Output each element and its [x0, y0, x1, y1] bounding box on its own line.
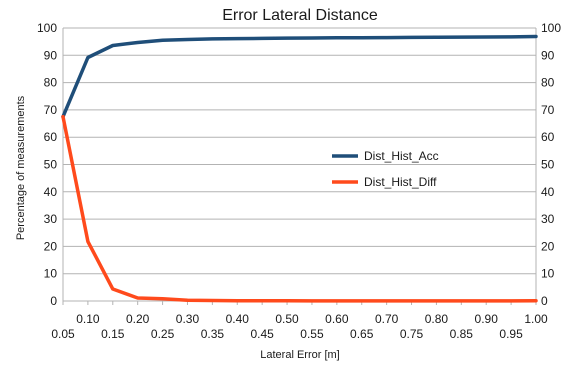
- x-tick-label: 0.55: [300, 327, 324, 341]
- y-tick-label-left: 80: [44, 76, 58, 90]
- tick-labels: 0 0 10 10 20 20 30 30 40 40 50 50 60 60 70 70 80 80 90 90 10…: [37, 21, 561, 341]
- y-tick-label-left: 60: [44, 130, 58, 144]
- x-tick-label: 0.30: [176, 312, 200, 326]
- x-tick-label: 0.35: [201, 327, 225, 341]
- y-tick-label-right: 50: [541, 158, 555, 172]
- x-tick-label: 0.95: [499, 327, 523, 341]
- x-tick-label: 0.25: [151, 327, 175, 341]
- x-tick-label: 0.15: [101, 327, 125, 341]
- y-tick-label-right: 60: [541, 130, 555, 144]
- y-axis-label: Percentage of measurements: [15, 95, 27, 240]
- series-layer: [61, 34, 538, 303]
- y-tick-label-left: 100: [37, 21, 57, 35]
- series-line-dist-hist-acc: [61, 34, 538, 119]
- gridlines: [63, 27, 536, 302]
- x-tick-label: 0.65: [350, 327, 374, 341]
- x-tick-label: 0.70: [375, 312, 399, 326]
- x-tick-label: 0.90: [475, 312, 499, 326]
- x-tick-label: 0.40: [226, 312, 250, 326]
- x-tick-label: 0.50: [275, 312, 299, 326]
- y-tick-label-left: 30: [44, 212, 58, 226]
- y-tick-label-left: 10: [44, 267, 58, 281]
- chart-title: Error Lateral Distance: [222, 7, 378, 24]
- x-tick-label: 0.60: [325, 312, 349, 326]
- y-tick-label-right: 30: [541, 212, 555, 226]
- x-tick-label: 0.10: [76, 312, 100, 326]
- y-tick-label-right: 80: [541, 76, 555, 90]
- x-tick-label: 0.05: [51, 327, 75, 341]
- y-tick-label-right: 70: [541, 103, 555, 117]
- y-tick-label-right: 10: [541, 267, 555, 281]
- y-tick-label-left: 0: [50, 294, 57, 308]
- x-tick-label: 1.00: [524, 312, 548, 326]
- y-tick-label-left: 70: [44, 103, 58, 117]
- y-tick-label-right: 20: [541, 239, 555, 253]
- y-tick-label-left: 40: [44, 185, 58, 199]
- x-tick-label: 0.80: [425, 312, 449, 326]
- legend-label-dist-hist-acc: Dist_Hist_Acc: [364, 149, 439, 163]
- x-axis-label: Lateral Error [m]: [260, 349, 339, 361]
- series-line-dist-hist-diff: [61, 114, 538, 303]
- x-tick-label: 0.20: [126, 312, 150, 326]
- x-tick-label: 0.45: [250, 327, 274, 341]
- y-tick-label-left: 20: [44, 239, 58, 253]
- y-tick-label-right: 100: [541, 21, 561, 35]
- x-tick-label: 0.85: [450, 327, 474, 341]
- y-tick-label-right: 0: [541, 294, 548, 308]
- y-tick-label-right: 90: [541, 48, 555, 62]
- y-tick-label-right: 40: [541, 185, 555, 199]
- y-tick-label-left: 90: [44, 48, 58, 62]
- legend: Dist_Hist_Acc Dist_Hist_Diff: [332, 149, 439, 189]
- legend-label-dist-hist-diff: Dist_Hist_Diff: [364, 175, 437, 189]
- x-tick-label: 0.75: [400, 327, 424, 341]
- y-tick-label-left: 50: [44, 158, 58, 172]
